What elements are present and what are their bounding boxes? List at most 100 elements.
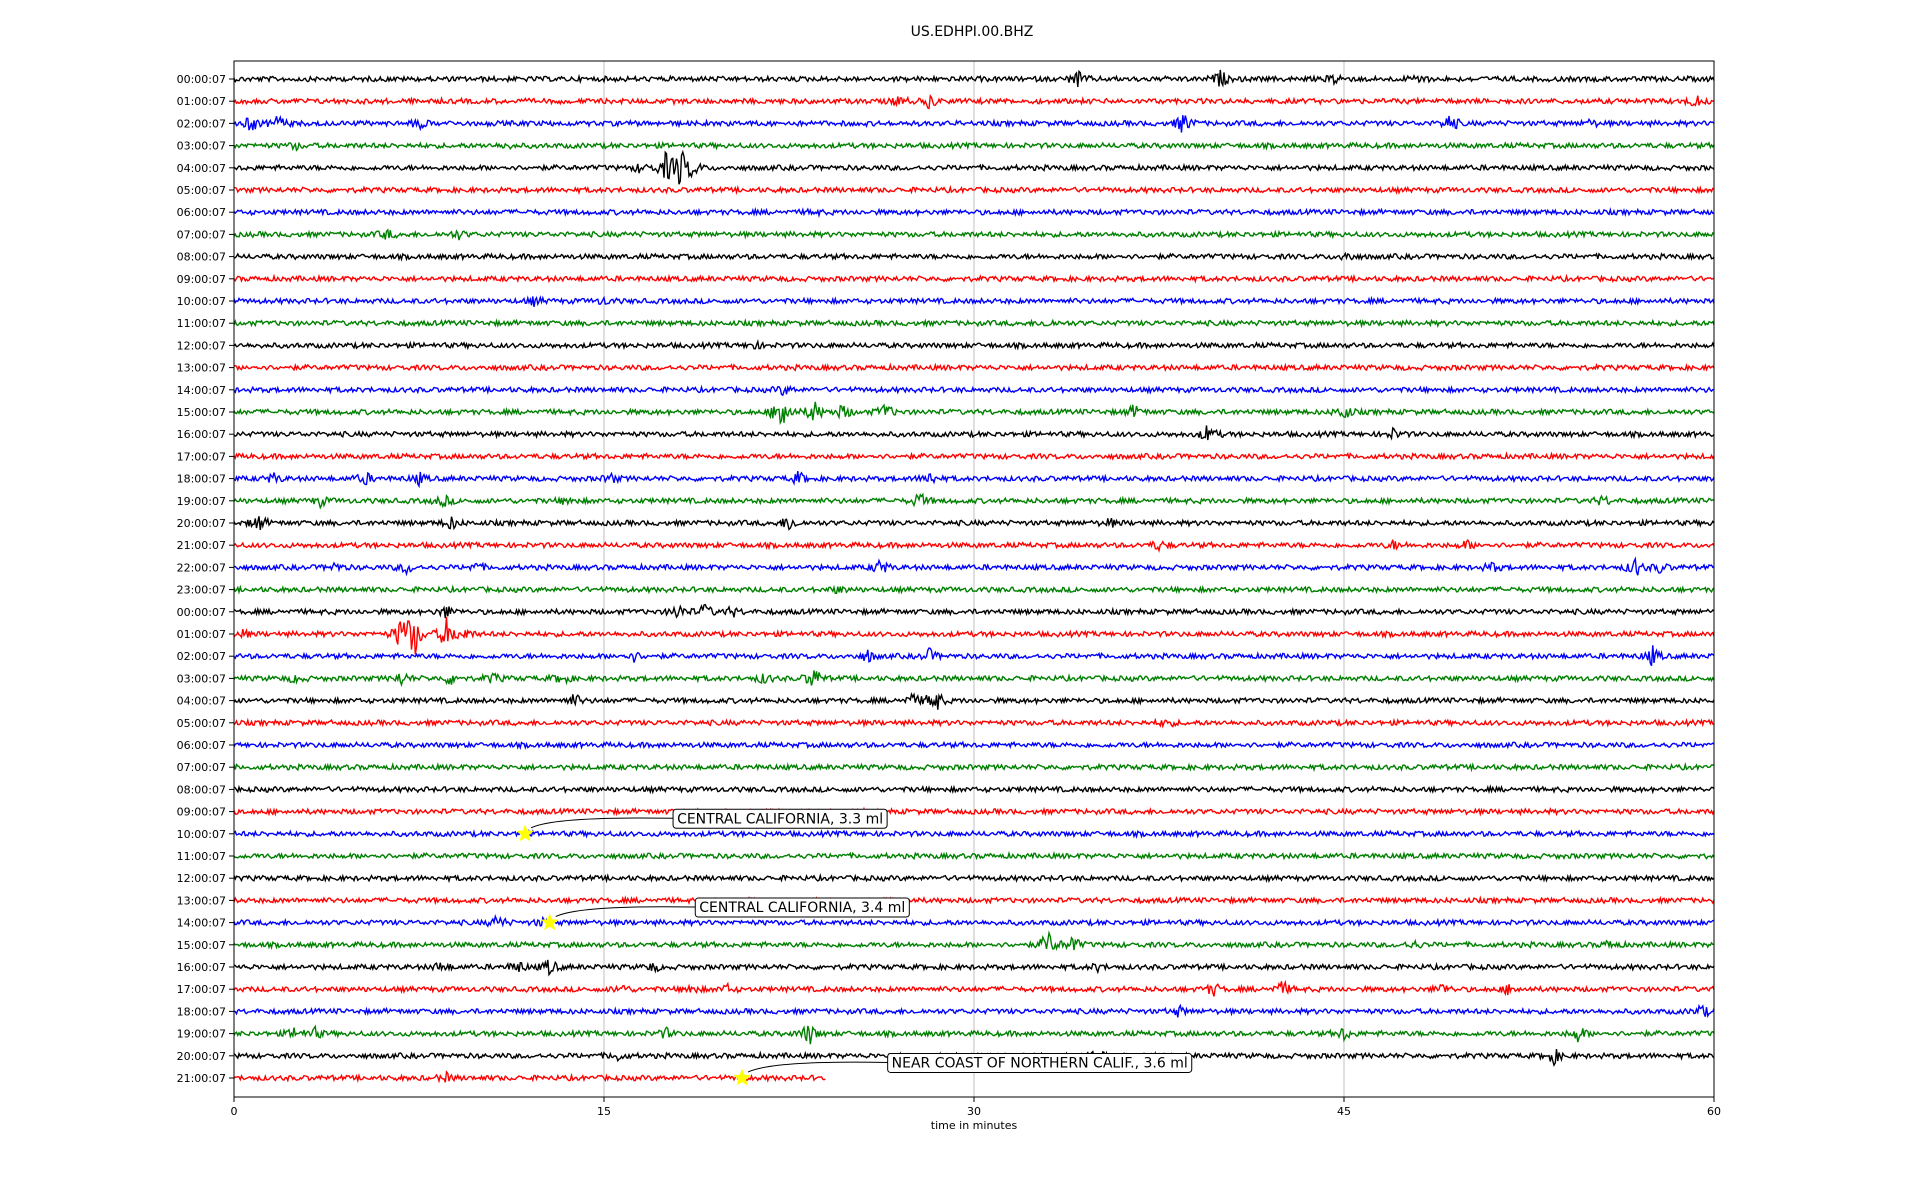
row-time-label: 19:00:07 bbox=[177, 495, 226, 508]
trace-row-43 bbox=[233, 1024, 1715, 1045]
event-star-marker bbox=[516, 824, 534, 842]
trace-row-17 bbox=[233, 451, 1715, 461]
seismic-traces bbox=[233, 69, 1715, 1084]
x-tick-label: 15 bbox=[597, 1105, 611, 1118]
trace-row-5 bbox=[233, 184, 1715, 196]
row-time-label: 00:00:07 bbox=[177, 606, 226, 619]
row-time-label: 01:00:07 bbox=[177, 628, 226, 641]
annotation-label: CENTRAL CALIFORNIA, 3.4 ml bbox=[699, 900, 905, 916]
row-time-label: 12:00:07 bbox=[177, 872, 226, 885]
grid-lines bbox=[603, 61, 1345, 1097]
row-time-label: 05:00:07 bbox=[177, 184, 226, 197]
trace-row-13 bbox=[233, 362, 1715, 373]
row-time-label: 09:00:07 bbox=[177, 273, 226, 286]
trace-row-30 bbox=[233, 740, 1715, 751]
trace-row-6 bbox=[233, 206, 1715, 219]
x-tick-label: 30 bbox=[967, 1105, 981, 1118]
x-tick-label: 45 bbox=[1337, 1105, 1351, 1118]
annotation-box bbox=[672, 808, 888, 829]
row-time-label: 05:00:07 bbox=[177, 717, 226, 730]
trace-row-45 bbox=[233, 1070, 826, 1084]
trace-row-41 bbox=[233, 979, 1715, 997]
trace-row-25 bbox=[233, 617, 1715, 655]
trace-row-32 bbox=[233, 784, 1715, 795]
row-time-label: 20:00:07 bbox=[177, 1050, 226, 1063]
annotation-arrow bbox=[555, 906, 696, 918]
row-time-label: 16:00:07 bbox=[177, 961, 226, 974]
row-time-label: 07:00:07 bbox=[177, 761, 226, 774]
trace-row-26 bbox=[233, 645, 1715, 667]
x-axis: 0 15 30 45 60 bbox=[231, 1097, 1721, 1118]
trace-row-29 bbox=[233, 717, 1714, 729]
trace-row-10 bbox=[233, 294, 1715, 308]
row-time-label: 12:00:07 bbox=[177, 339, 226, 352]
row-time-label: 06:00:07 bbox=[177, 739, 226, 752]
annotation-2: NEAR COAST OF NORTHERN CALIF., 3.6 ml bbox=[733, 1052, 1193, 1086]
trace-row-34 bbox=[233, 828, 1715, 840]
row-time-label: 10:00:07 bbox=[177, 295, 226, 308]
trace-row-28 bbox=[233, 691, 1715, 710]
row-time-label: 19:00:07 bbox=[177, 1028, 226, 1041]
event-star-marker bbox=[540, 913, 559, 931]
row-time-label: 01:00:07 bbox=[177, 95, 226, 108]
annotation-1: CENTRAL CALIFORNIA, 3.4 ml bbox=[540, 897, 910, 931]
row-time-label: 15:00:07 bbox=[177, 939, 226, 952]
row-time-label: 21:00:07 bbox=[177, 539, 226, 552]
trace-row-9 bbox=[233, 273, 1715, 284]
row-time-label: 15:00:07 bbox=[177, 406, 226, 419]
annotation-arrow bbox=[747, 1061, 888, 1073]
event-annotations: CENTRAL CALIFORNIA, 3.3 ml CENTRAL CALIFO… bbox=[516, 808, 1193, 1086]
trace-row-14 bbox=[233, 384, 1715, 397]
trace-row-33 bbox=[233, 806, 1715, 817]
trace-row-1 bbox=[233, 94, 1715, 110]
x-tick-label: 60 bbox=[1707, 1105, 1721, 1118]
annotation-label: CENTRAL CALIFORNIA, 3.3 ml bbox=[677, 811, 883, 827]
trace-row-4 bbox=[233, 149, 1715, 185]
trace-row-27 bbox=[233, 670, 1715, 688]
trace-row-40 bbox=[233, 959, 1715, 977]
row-time-label: 14:00:07 bbox=[177, 917, 226, 930]
row-time-label: 17:00:07 bbox=[177, 983, 226, 996]
row-time-label: 11:00:07 bbox=[177, 317, 226, 330]
row-time-label: 17:00:07 bbox=[177, 450, 226, 463]
annotation-label: NEAR COAST OF NORTHERN CALIF., 3.6 ml bbox=[892, 1055, 1188, 1071]
trace-row-11 bbox=[233, 318, 1715, 329]
trace-row-15 bbox=[233, 401, 1715, 426]
row-time-label: 23:00:07 bbox=[177, 584, 226, 597]
event-star-marker bbox=[733, 1068, 751, 1086]
annotation-0: CENTRAL CALIFORNIA, 3.3 ml bbox=[516, 808, 888, 842]
trace-row-20 bbox=[233, 516, 1715, 531]
row-time-label: 06:00:07 bbox=[177, 206, 226, 219]
trace-row-7 bbox=[233, 228, 1715, 241]
trace-row-3 bbox=[233, 140, 1715, 152]
trace-row-42 bbox=[233, 1003, 1715, 1019]
annotation-arrow bbox=[530, 817, 674, 829]
trace-row-31 bbox=[233, 761, 1715, 773]
trace-row-2 bbox=[233, 114, 1715, 133]
row-time-label: 14:00:07 bbox=[177, 384, 226, 397]
trace-row-12 bbox=[233, 338, 1715, 351]
row-time-label: 16:00:07 bbox=[177, 428, 226, 441]
trace-row-19 bbox=[233, 492, 1715, 510]
x-tick-label: 0 bbox=[231, 1105, 238, 1118]
chart-title: US.EDHPI.00.BHZ bbox=[911, 24, 1034, 40]
trace-row-21 bbox=[233, 538, 1715, 553]
row-time-label: 11:00:07 bbox=[177, 850, 226, 863]
row-time-label: 20:00:07 bbox=[177, 517, 226, 530]
trace-row-38 bbox=[233, 914, 1715, 928]
x-axis-label: time in minutes bbox=[931, 1119, 1018, 1132]
row-time-label: 13:00:07 bbox=[177, 894, 226, 907]
trace-row-0 bbox=[233, 69, 1715, 88]
trace-row-22 bbox=[233, 556, 1715, 577]
trace-row-23 bbox=[233, 584, 1715, 595]
row-time-label: 13:00:07 bbox=[177, 362, 226, 375]
row-time-label: 04:00:07 bbox=[177, 162, 226, 175]
trace-row-24 bbox=[233, 603, 1715, 619]
row-time-label: 03:00:07 bbox=[177, 672, 226, 685]
trace-row-37 bbox=[233, 895, 1715, 906]
trace-row-16 bbox=[233, 425, 1715, 441]
row-time-label: 07:00:07 bbox=[177, 228, 226, 241]
row-time-label: 18:00:07 bbox=[177, 473, 226, 486]
row-time-label: 09:00:07 bbox=[177, 806, 226, 819]
